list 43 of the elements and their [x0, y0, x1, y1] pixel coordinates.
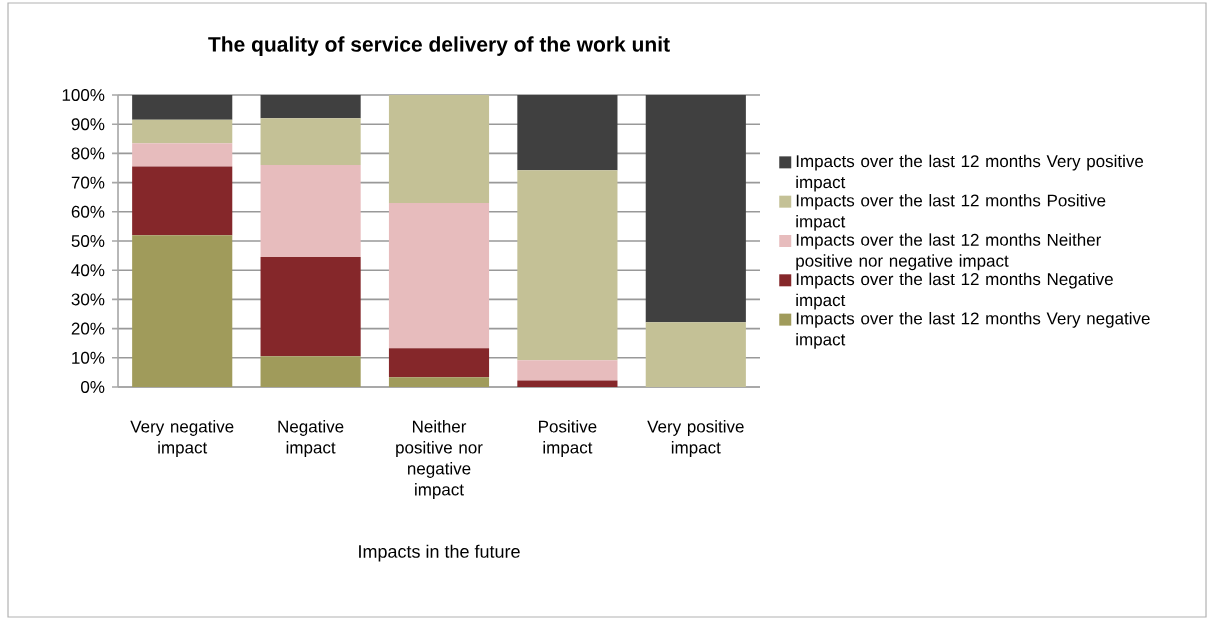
y-tick-label: 60%: [71, 205, 105, 218]
bar: [260, 94, 361, 119]
x-tick-label: Negative impact: [278, 420, 344, 457]
legend-label: Impacts over the last 12 months Positive impact: [796, 194, 1106, 231]
bar: [388, 377, 490, 387]
bar: [132, 166, 233, 236]
x-tick-label: Positive impact: [539, 420, 597, 457]
x-tick-label: Very positive impact: [647, 420, 744, 457]
y-tick-label: 80%: [71, 147, 105, 160]
y-tick-label: 50%: [71, 234, 105, 247]
y-tick-label: 90%: [71, 118, 105, 131]
y-tick-label: 20%: [71, 322, 105, 335]
bar: [517, 380, 618, 387]
x-tick-label: Neither positive nor negative impact: [396, 420, 483, 499]
chart-title: The quality of service delivery of the work unit: [208, 36, 670, 56]
y-tick-label: 70%: [71, 176, 105, 189]
bar: [260, 118, 361, 166]
legend-label: Impacts over the last 12 months Very negative impact: [796, 311, 1150, 349]
bar: [645, 322, 746, 387]
y-tick-label: 100%: [62, 88, 105, 101]
x-axis-title: Impacts in the future: [359, 544, 520, 562]
y-tick-label: 10%: [72, 351, 105, 364]
y-tick-label: 0%: [81, 380, 105, 393]
x-tick-label: Very negative impact: [130, 420, 234, 457]
legend-label: Impacts over the last 12 months Neither positive nor negative impact: [796, 233, 1102, 271]
bar: [132, 94, 233, 120]
bar: [388, 94, 490, 204]
bar: [388, 203, 490, 349]
legend-label: Impacts over the last 12 months Negative impact: [796, 272, 1113, 310]
bar: [132, 119, 233, 144]
bar: [260, 257, 361, 357]
bar: [132, 235, 233, 387]
bar: [517, 94, 618, 171]
bar: [517, 360, 618, 381]
bar: [645, 94, 746, 323]
y-tick-label: 30%: [71, 293, 105, 306]
y-tick-label: 40%: [71, 264, 105, 277]
legend-label: Impacts over the last 12 months Very positive impact: [796, 154, 1144, 192]
bar: [517, 170, 618, 361]
bar: [260, 356, 361, 387]
bar: [132, 143, 233, 167]
bar: [388, 348, 490, 378]
bar: [260, 165, 361, 258]
